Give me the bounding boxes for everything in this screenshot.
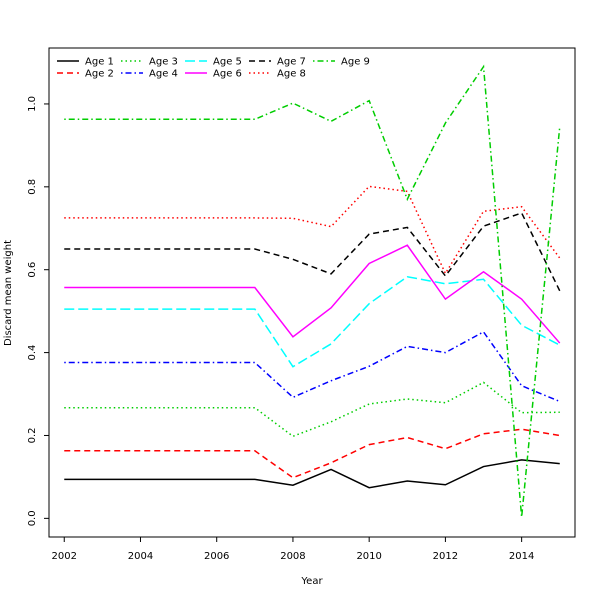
legend-item-age-3: Age 3 (121, 57, 178, 68)
series-line-age-2 (64, 428, 560, 479)
series-lines (64, 64, 561, 518)
series-line-age-6 (64, 244, 561, 344)
series-line-age-9 (64, 64, 561, 518)
legend-label: Age 9 (341, 57, 370, 68)
x-tick-label: 2008 (280, 551, 305, 562)
legend-item-age-6: Age 6 (185, 69, 242, 80)
x-tick-label: 2014 (509, 551, 534, 562)
legend-item-age-5: Age 5 (185, 57, 242, 68)
y-tick-label: 0.4 (27, 345, 38, 361)
x-axis-label: Year (300, 576, 323, 587)
series-line-age-4 (64, 330, 561, 403)
series-line-age-1 (64, 459, 560, 489)
legend-label: Age 7 (277, 57, 306, 68)
y-tick-label: 0.8 (27, 179, 38, 195)
plot-frame (48, 47, 576, 538)
x-axis: 2002 2004 2006 2008 2010 2012 2014 (52, 537, 534, 562)
legend-label: Age 1 (85, 57, 114, 68)
series-line-age-5 (64, 275, 561, 368)
y-axis: 0.0 0.2 0.4 0.6 0.8 1.0 (27, 96, 49, 526)
legend-label: Age 6 (213, 69, 242, 80)
y-axis-label: Discard mean weight (3, 240, 14, 346)
legend-item-age-7: Age 7 (249, 57, 306, 68)
legend-item-age-9: Age 9 (313, 57, 370, 68)
legend-item-age-8: Age 8 (249, 69, 306, 80)
x-tick-label: 2002 (52, 551, 77, 562)
legend-label: Age 4 (149, 69, 178, 80)
x-tick-label: 2012 (433, 551, 458, 562)
y-tick-label: 0.2 (27, 428, 38, 444)
legend-label: Age 3 (149, 57, 178, 68)
series-line-age-7 (64, 212, 561, 292)
legend-label: Age 5 (213, 57, 242, 68)
series-line-age-8 (64, 185, 561, 276)
x-tick-label: 2010 (356, 551, 381, 562)
legend-item-age-2: Age 2 (57, 69, 114, 80)
legend-label: Age 2 (85, 69, 114, 80)
series-line-age-3 (64, 381, 560, 438)
legend-item-age-4: Age 4 (121, 69, 178, 80)
legend-label: Age 8 (277, 69, 306, 80)
y-tick-label: 1.0 (27, 96, 38, 112)
x-tick-label: 2006 (204, 551, 229, 562)
legend-item-age-1: Age 1 (57, 57, 114, 68)
x-tick-label: 2004 (128, 551, 153, 562)
y-tick-label: 0.6 (27, 262, 38, 278)
y-tick-label: 0.0 (27, 510, 38, 526)
